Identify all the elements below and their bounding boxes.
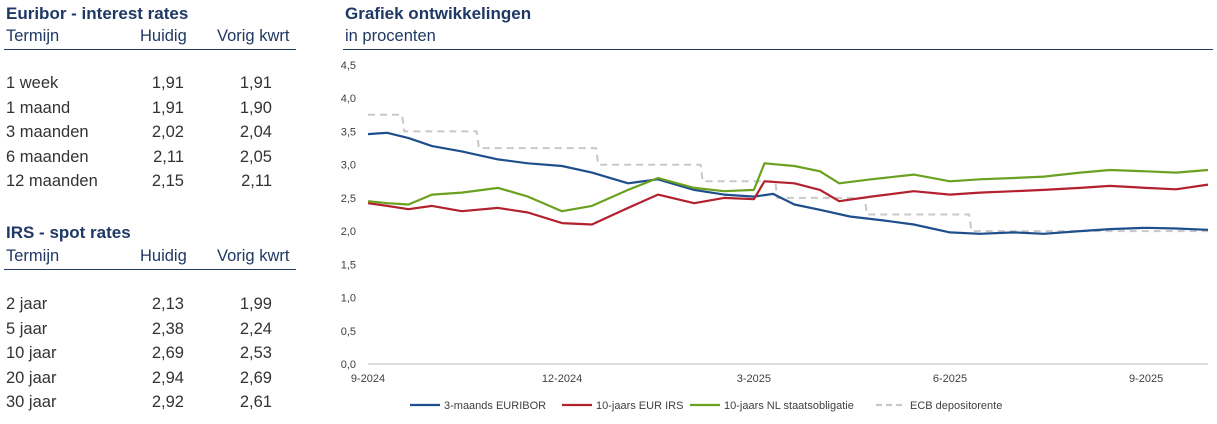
euribor-header-rule [4, 49, 296, 50]
series-line-3-maands-euribor [367, 131, 1209, 235]
euribor-row-current: 1,91 [151, 98, 184, 117]
euribor-row-current: 2,02 [151, 123, 184, 141]
irs-row-current: 2,94 [151, 368, 184, 387]
euribor-header-term: Termijn [6, 27, 60, 45]
y-tick-label: 3,5 [341, 126, 356, 138]
irs-row-previous: 2,61 [239, 393, 272, 411]
series-line-ecb-depositorente [368, 113, 1208, 233]
euribor-header-previous: Vorig kwrt [217, 27, 290, 45]
irs-row-current: 2,38 [151, 319, 184, 338]
euribor-header-current: Huidig [140, 27, 187, 45]
y-tick-label: 2,5 [341, 193, 356, 205]
euribor-row-term: 1 maand [6, 98, 71, 117]
x-tick-label: 6-2025 [933, 373, 967, 385]
irs-header-current: Huidig [140, 247, 187, 265]
euribor-row-current: 2,11 [153, 147, 184, 166]
irs-row-previous: 2,53 [239, 344, 272, 362]
euribor-row-previous: 2,05 [239, 147, 272, 166]
euribor-row-previous: 1,90 [239, 98, 272, 117]
irs-row-term: 5 jaar [6, 319, 48, 338]
series-line-10-jaars-eur-irs [367, 180, 1209, 226]
y-tick-label: 1,5 [341, 259, 356, 271]
y-tick-label: 0,0 [341, 359, 356, 371]
chart-subtitle: in procenten [345, 27, 436, 45]
irs-row-previous: 1,99 [239, 295, 272, 313]
y-tick-label: 1,0 [341, 293, 356, 305]
x-tick-label: 12-2024 [542, 373, 582, 385]
irs-row-previous: 2,24 [239, 319, 272, 338]
irs-row-current: 2,69 [151, 344, 184, 362]
irs-row-current: 2,92 [151, 393, 184, 411]
irs-row-term: 10 jaar [6, 344, 57, 362]
irs-title: IRS - spot rates [6, 223, 131, 242]
y-tick-label: 4,0 [341, 93, 356, 105]
euribor-row-current: 1,91 [151, 74, 184, 92]
y-tick-label: 4,5 [341, 60, 356, 72]
euribor-row-previous: 1,91 [239, 74, 272, 92]
euribor-title: Euribor - interest rates [6, 4, 189, 23]
y-tick-label: 2,0 [341, 226, 356, 238]
x-tick-label: 3-2025 [737, 373, 771, 385]
euribor-row-term: 3 maanden [6, 123, 89, 141]
irs-row-term: 2 jaar [6, 295, 48, 313]
euribor-row-current: 2,15 [151, 172, 184, 190]
legend-label: ECB depositorente [910, 400, 1002, 412]
euribor-row-previous: 2,04 [239, 123, 272, 141]
chart-title: Grafiek ontwikkelingen [345, 4, 532, 23]
irs-row-previous: 2,69 [239, 368, 272, 387]
legend-label: 10-jaars NL staatsobligatie [724, 400, 854, 412]
x-tick-label: 9-2025 [1129, 373, 1163, 385]
y-tick-label: 3,0 [341, 160, 356, 172]
irs-row-current: 2,13 [151, 295, 184, 313]
series-line-10-jaars-nl-staatsobligatie [367, 162, 1209, 213]
x-tick-label: 9-2024 [351, 373, 385, 385]
chart-header-rule [343, 49, 1213, 50]
y-tick-label: 0,5 [341, 326, 356, 338]
irs-header-term: Termijn [6, 247, 60, 265]
euribor-row-previous: 2,11 [241, 172, 272, 190]
irs-header-rule [4, 269, 296, 270]
irs-row-term: 30 jaar [6, 393, 57, 411]
euribor-row-term: 1 week [6, 74, 59, 92]
euribor-row-term: 6 maanden [6, 147, 89, 166]
legend-label: 10-jaars EUR IRS [596, 400, 683, 412]
irs-header-previous: Vorig kwrt [217, 247, 290, 265]
irs-row-term: 20 jaar [6, 368, 57, 387]
euribor-row-term: 12 maanden [6, 172, 98, 190]
legend-label: 3-maands EURIBOR [444, 400, 546, 412]
